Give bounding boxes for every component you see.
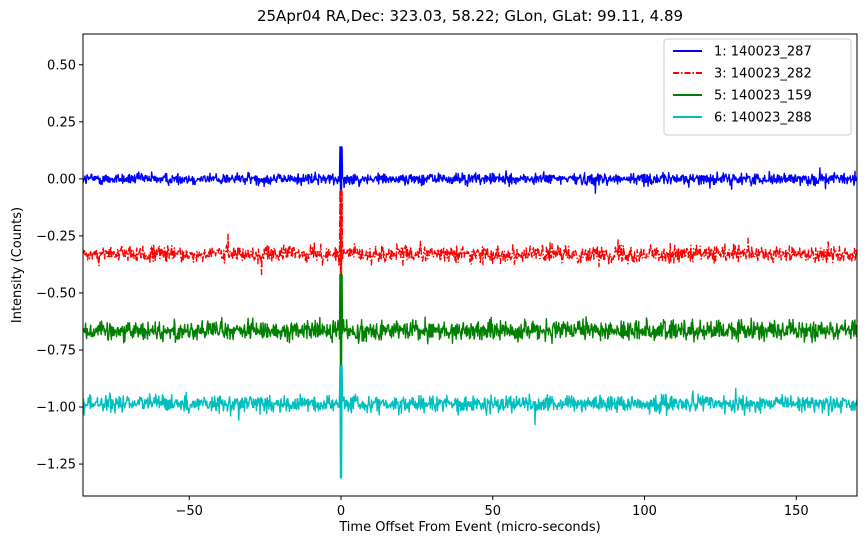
y-tick-label: 0.50	[47, 58, 76, 73]
y-tick-label: −1.25	[36, 458, 76, 473]
legend: 1: 140023_287 3: 140023_282 5: 140023_159 6…	[663, 38, 852, 136]
legend-label-3: 5: 140023_159	[714, 89, 812, 104]
x-axis-label: Time Offset From Event (micro-seconds)	[338, 520, 601, 535]
x-tick-label: 0	[337, 504, 345, 519]
series-line-4	[83, 365, 857, 479]
series-line-2	[83, 189, 857, 276]
legend-label-4: 6: 140023_288	[714, 111, 812, 126]
y-tick-label: 0.00	[47, 172, 76, 187]
legend-label-2: 3: 140023_282	[714, 67, 812, 82]
x-tick-label: −50	[176, 504, 203, 519]
series-line-1	[83, 146, 857, 194]
plot-frame	[82, 33, 858, 497]
y-tick-label: −0.50	[36, 286, 76, 301]
chart-title: 25Apr04 RA,Dec: 323.03, 58.22; GLon, GLa…	[257, 7, 683, 25]
x-tick-label: 50	[484, 504, 501, 519]
y-axis-label: Intensity (Counts)	[10, 207, 25, 323]
y-tick-label: −0.75	[36, 343, 76, 358]
y-tick-label: −1.00	[36, 401, 76, 416]
y-tick-label: −0.25	[36, 229, 76, 244]
x-tick-label: 150	[784, 504, 809, 519]
series-line-3	[83, 274, 857, 367]
y-tick-label: 0.25	[47, 115, 76, 130]
legend-label-1: 1: 140023_287	[714, 45, 812, 60]
x-tick-label: 100	[632, 504, 657, 519]
legend-box	[663, 38, 852, 136]
